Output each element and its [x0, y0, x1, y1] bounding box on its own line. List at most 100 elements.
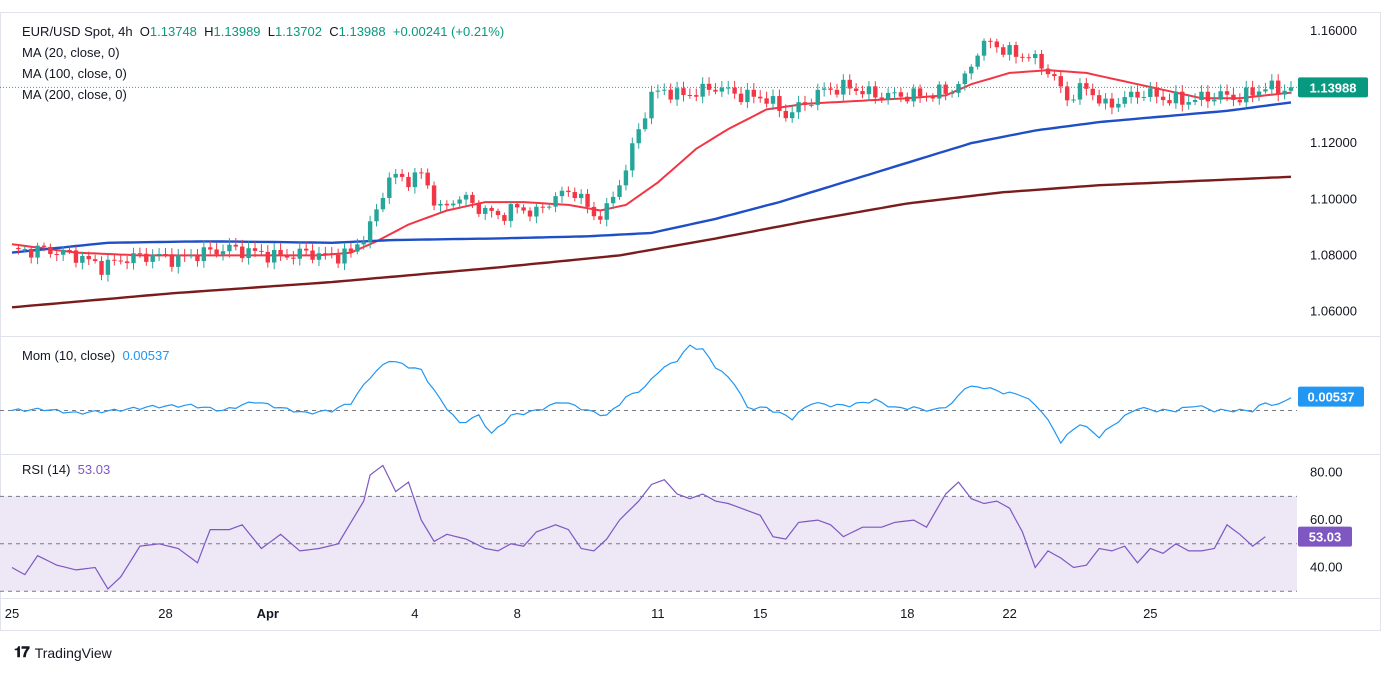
candle-body	[22, 248, 27, 250]
candle-body	[16, 247, 21, 250]
low-label: L	[267, 24, 275, 39]
candle-body	[291, 257, 296, 259]
candle-body	[873, 86, 878, 98]
candle-body	[553, 196, 558, 207]
candle-body	[949, 92, 955, 94]
candle-body	[1224, 91, 1230, 95]
candle-body	[1269, 80, 1275, 90]
candle-body	[962, 73, 968, 85]
candle-body	[1096, 95, 1102, 104]
candle-body	[700, 83, 705, 97]
candle-body	[342, 248, 347, 264]
momentum-value-label: 0.00537	[1308, 390, 1355, 405]
candle-body	[60, 250, 66, 255]
time-tick-label: 28	[158, 606, 172, 621]
candle-body	[738, 93, 744, 103]
rsi-legend[interactable]: RSI (14) 53.03	[22, 462, 110, 477]
candle-body	[329, 253, 334, 255]
candle-body	[284, 255, 290, 258]
candle-body	[821, 88, 827, 90]
candle-body	[297, 248, 302, 259]
mom-value: 0.00537	[122, 348, 170, 363]
candle-body	[80, 255, 85, 263]
candle-body	[1180, 91, 1185, 105]
candle-body	[188, 255, 194, 257]
candle-body	[1135, 91, 1140, 98]
candle-body	[137, 253, 143, 255]
candle-body	[195, 255, 200, 262]
candle-body	[259, 250, 264, 252]
candle-body	[476, 202, 482, 214]
candle-body	[764, 98, 769, 104]
time-tick-label: 15	[753, 606, 767, 621]
time-tick-label: 25	[5, 606, 19, 621]
candle-body	[796, 102, 801, 113]
candle-body	[924, 96, 929, 98]
candle-body	[572, 192, 577, 199]
candle-body	[975, 55, 980, 67]
candle-body	[719, 87, 725, 92]
candle-body	[112, 259, 117, 261]
candle-body	[118, 260, 123, 262]
candle-body	[335, 254, 341, 264]
candle-body	[578, 193, 584, 199]
candle-body	[348, 248, 354, 252]
rsi-tick-label: 80.00	[1310, 465, 1343, 480]
candle-body	[1013, 45, 1019, 57]
high-value: 1.13989	[213, 24, 261, 39]
candle-body	[610, 196, 616, 204]
candle-body	[252, 248, 258, 251]
candle-body	[969, 66, 974, 74]
ma100-line	[11, 101, 1292, 254]
ma200-legend[interactable]: MA (200, close, 0)	[22, 87, 127, 102]
symbol-title[interactable]: EUR/USD Spot, 4h	[22, 24, 133, 39]
candle-body	[374, 209, 379, 222]
candle-body	[48, 246, 53, 255]
candle-body	[636, 129, 641, 144]
candle-body	[1288, 87, 1294, 91]
candle-body	[1154, 88, 1159, 97]
ma20-legend[interactable]: MA (20, close, 0)	[22, 45, 120, 60]
candle-body	[713, 89, 718, 92]
candle-body	[271, 249, 277, 263]
chart-svg[interactable]: 1.160001.140001.120001.100001.080001.060…	[0, 0, 1393, 640]
time-tick-label: Apr	[257, 606, 279, 621]
tradingview-logo-icon: 𝟏𝟕	[14, 644, 30, 661]
price-tick-label: 1.12000	[1310, 135, 1357, 150]
candle-body	[303, 248, 309, 251]
candle-body	[630, 143, 635, 171]
candle-body	[1064, 86, 1070, 101]
candle-body	[694, 95, 699, 97]
candle-body	[617, 185, 622, 197]
candle-body	[233, 244, 239, 247]
candle-body	[163, 253, 168, 255]
candle-body	[246, 248, 251, 259]
ma100-legend[interactable]: MA (100, close, 0)	[22, 66, 127, 81]
open-value: 1.13748	[149, 24, 197, 39]
rsi-value-badge	[1298, 526, 1352, 547]
candle-body	[598, 216, 603, 220]
candle-body	[1237, 99, 1243, 103]
candle-body	[144, 253, 149, 262]
mom-label: Mom (10, close)	[22, 348, 116, 363]
candle-body	[1167, 100, 1172, 104]
candle-body	[54, 254, 59, 256]
change-value: +0.00241 (+0.21%)	[392, 24, 505, 39]
candle-body	[687, 95, 693, 97]
candle-body	[649, 91, 654, 119]
candle-body	[1205, 91, 1211, 102]
candle-body	[105, 259, 111, 275]
momentum-line	[11, 344, 1292, 445]
candle-body	[28, 248, 34, 258]
candle-body	[1001, 47, 1006, 55]
rsi-label: RSI (14)	[22, 462, 71, 477]
footer: 𝟏𝟕 TradingView	[14, 644, 112, 661]
candle-body	[546, 206, 552, 208]
mom-legend[interactable]: Mom (10, close) 0.00537	[22, 348, 169, 363]
candle-body	[1128, 91, 1134, 98]
brand-name: TradingView	[34, 644, 112, 661]
candle-body	[860, 91, 865, 95]
candle-body	[278, 249, 283, 256]
candle-body	[534, 206, 539, 217]
candle-body	[86, 255, 91, 260]
